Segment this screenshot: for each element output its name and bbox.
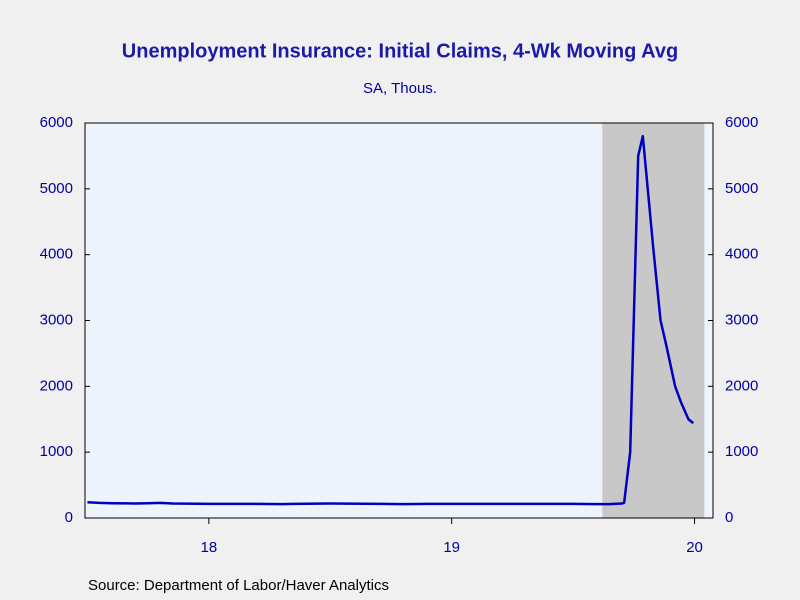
y2-tick-label: 0 — [725, 509, 733, 526]
chart-title: Unemployment Insurance: Initial Claims, … — [122, 40, 678, 62]
recession-shading — [602, 123, 705, 518]
y-tick-label: 0 — [65, 509, 73, 526]
x-tick-label: 19 — [443, 539, 460, 556]
x-tick-label: 18 — [201, 539, 218, 556]
y-tick-label: 2000 — [40, 377, 73, 394]
y-tick-label: 4000 — [40, 246, 73, 263]
y-tick-label: 5000 — [40, 180, 73, 197]
line-series — [87, 134, 695, 506]
x-tick-label: 20 — [686, 539, 703, 556]
source: Source: Department of Labor/Haver Analyt… — [88, 577, 389, 594]
y2-tick-label: 1000 — [725, 443, 758, 460]
y2-tick-label: 3000 — [725, 311, 758, 328]
y2-tick-label: 5000 — [725, 180, 758, 197]
chart-subtitle: SA, Thous. — [363, 80, 437, 97]
y-tick-label: 3000 — [40, 311, 73, 328]
y2-tick-label: 4000 — [725, 246, 758, 263]
y-tick-label: 6000 — [40, 114, 73, 131]
y2-tick-label: 6000 — [725, 114, 758, 131]
y-tick-label: 1000 — [40, 443, 73, 460]
y2-tick-label: 2000 — [725, 377, 758, 394]
